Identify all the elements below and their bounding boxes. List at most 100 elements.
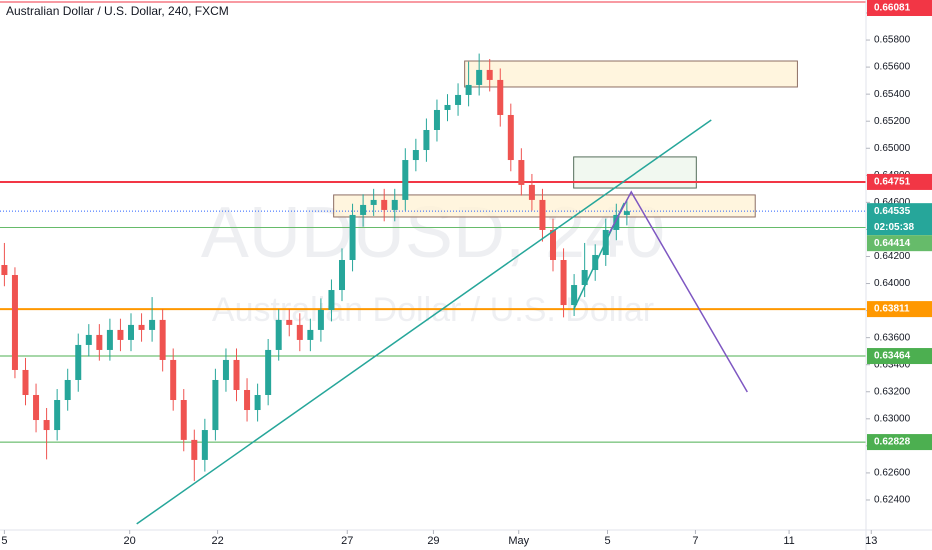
candle-body bbox=[455, 94, 462, 105]
x-tick-label: 27 bbox=[341, 535, 353, 547]
candle-body bbox=[1, 265, 8, 276]
candle-body bbox=[550, 229, 557, 260]
candle-body bbox=[296, 324, 303, 340]
y-tick-label: 0.65800 bbox=[874, 35, 911, 46]
candle-body bbox=[381, 199, 388, 210]
candle-body bbox=[191, 439, 198, 460]
candle-body bbox=[497, 79, 504, 115]
candle-body bbox=[328, 290, 335, 310]
price-tag-label: 0.63464 bbox=[874, 351, 911, 362]
price-tag bbox=[867, 203, 932, 236]
candle-body bbox=[433, 109, 440, 130]
candle-body bbox=[222, 359, 229, 380]
x-tick-label: 20 bbox=[124, 535, 136, 547]
y-tick-label: 0.64200 bbox=[874, 251, 911, 262]
zone bbox=[573, 156, 697, 189]
candle-body bbox=[317, 309, 324, 330]
candle-body bbox=[571, 285, 578, 306]
candle-body bbox=[360, 204, 367, 215]
y-tick-label: 0.63600 bbox=[874, 332, 911, 343]
candle-body bbox=[528, 184, 535, 200]
y-tick-label: 0.63200 bbox=[874, 386, 911, 397]
candle-body bbox=[170, 359, 177, 401]
candle-body bbox=[476, 69, 483, 85]
y-tick-label: 0.65000 bbox=[874, 143, 911, 154]
x-tick-label: 29 bbox=[427, 535, 439, 547]
y-tick-label: 0.62400 bbox=[874, 495, 911, 506]
plot-area bbox=[0, 1, 866, 525]
price-tag-label: 0.64535 bbox=[874, 206, 911, 217]
price-tag bbox=[867, 0, 932, 16]
candle-body bbox=[11, 275, 18, 370]
price-tag bbox=[867, 173, 932, 190]
candle-body bbox=[96, 334, 103, 350]
candle-body bbox=[159, 319, 166, 360]
candle-body bbox=[117, 329, 124, 340]
price-tag-label: 0.64751 bbox=[874, 177, 911, 188]
x-tick-label: 11 bbox=[783, 535, 794, 547]
candle-body bbox=[265, 349, 272, 395]
x-tick-label: 22 bbox=[211, 535, 223, 547]
x-tick-label: 5 bbox=[1, 535, 7, 547]
candle-body bbox=[275, 319, 282, 350]
price-tag bbox=[867, 301, 932, 318]
candle-body bbox=[43, 420, 50, 431]
candle-body bbox=[412, 150, 419, 161]
candle-body bbox=[244, 389, 251, 411]
candle-body bbox=[212, 379, 219, 431]
candle-body bbox=[623, 211, 630, 215]
trend-line bbox=[608, 190, 748, 393]
candle-body bbox=[307, 329, 314, 340]
candle-body bbox=[54, 400, 61, 431]
price-tag bbox=[867, 235, 932, 252]
candle-body bbox=[138, 324, 145, 330]
x-tick-label: 5 bbox=[604, 535, 610, 547]
candle-body bbox=[106, 329, 113, 350]
countdown-label: 02:05:38 bbox=[874, 222, 914, 233]
price-tag-label: 0.63811 bbox=[874, 304, 910, 315]
candle-body bbox=[402, 160, 409, 200]
candle-body bbox=[560, 259, 567, 306]
candle-body bbox=[233, 359, 240, 390]
x-tick-label: 7 bbox=[692, 535, 698, 547]
candle-body bbox=[581, 270, 588, 286]
candle-body bbox=[127, 324, 134, 340]
candle-body bbox=[518, 160, 525, 185]
candle-body bbox=[149, 319, 156, 330]
candle-body bbox=[465, 84, 472, 95]
y-tick-label: 0.63400 bbox=[874, 359, 911, 370]
candle-body bbox=[507, 114, 514, 161]
y-tick-label: 0.64000 bbox=[874, 278, 911, 289]
y-tick-label: 0.65400 bbox=[874, 89, 911, 100]
y-tick-label: 0.64600 bbox=[874, 197, 911, 208]
price-tag-label: 0.62828 bbox=[874, 437, 911, 448]
y-tick-label: 0.63000 bbox=[874, 413, 911, 424]
y-tick-label: 0.62600 bbox=[874, 468, 911, 479]
candle-body bbox=[85, 334, 92, 345]
price-tag-label: 0.64414 bbox=[874, 238, 911, 249]
candle-body bbox=[33, 394, 40, 421]
candle-body bbox=[486, 69, 493, 80]
candle-body bbox=[370, 199, 377, 205]
x-tick-label: 13 bbox=[865, 535, 877, 547]
price-tag-label: 0.66081 bbox=[874, 3, 911, 14]
price-tag bbox=[867, 348, 932, 365]
candle-body bbox=[444, 104, 451, 110]
candle-body bbox=[22, 369, 29, 395]
candle-body bbox=[75, 344, 82, 380]
trend-line bbox=[136, 119, 712, 525]
candle-body bbox=[613, 214, 620, 230]
candle-body bbox=[349, 214, 356, 260]
price-tag bbox=[867, 434, 932, 451]
zone bbox=[464, 60, 798, 88]
y-tick-label: 0.65600 bbox=[874, 62, 911, 73]
x-tick-label: May bbox=[508, 535, 529, 547]
candle-body bbox=[539, 199, 546, 230]
candle-body bbox=[423, 129, 430, 151]
candle-body bbox=[201, 430, 208, 460]
candle-body bbox=[339, 259, 346, 291]
y-tick-label: 0.65200 bbox=[874, 116, 911, 127]
candle-body bbox=[180, 400, 187, 440]
